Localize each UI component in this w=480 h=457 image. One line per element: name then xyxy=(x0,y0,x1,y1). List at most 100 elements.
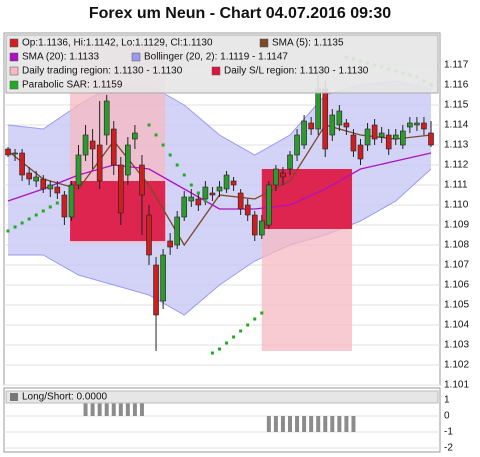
y-tick-label: 1.112 xyxy=(444,160,469,171)
y-tick-label: 1.103 xyxy=(444,340,469,351)
y-tick-label: 1.116 xyxy=(444,80,469,91)
candle-body xyxy=(139,164,145,196)
legend-label: Parabolic SAR: 1.1159 xyxy=(22,80,123,91)
candle-body xyxy=(251,214,258,236)
candle-body xyxy=(280,172,286,178)
candle-body xyxy=(174,216,180,246)
y-tick-label: 1.108 xyxy=(444,240,469,251)
sar-dot xyxy=(232,335,236,339)
candle-body xyxy=(103,100,110,136)
candle-body xyxy=(421,122,427,130)
y-tick-label: 1 xyxy=(444,395,450,406)
y-tick-label: 1.106 xyxy=(444,280,469,291)
legend-swatch xyxy=(9,52,19,62)
sar-dot xyxy=(27,217,31,221)
candle-body xyxy=(378,132,385,138)
candle-body xyxy=(26,172,32,180)
sar-dot xyxy=(182,173,186,177)
y-tick-label: 1.114 xyxy=(444,120,469,131)
y-tick-label: 0 xyxy=(444,411,450,422)
legend-swatch xyxy=(211,66,221,76)
y-tick-label: 1.110 xyxy=(444,200,469,211)
candle-body xyxy=(357,144,364,160)
candle-body xyxy=(160,254,166,302)
bar xyxy=(344,416,349,432)
candle-body xyxy=(202,186,209,200)
candle-body xyxy=(315,88,322,130)
bar xyxy=(266,416,271,432)
bar xyxy=(316,416,321,432)
legend-swatch xyxy=(9,38,19,48)
sar-dot xyxy=(154,133,158,137)
sar-dot xyxy=(260,311,264,315)
bar xyxy=(139,400,144,416)
sar-dot xyxy=(218,347,221,351)
legend-label: Daily S/L region: 1.1130 - 1.1130 xyxy=(224,66,369,77)
candle-body xyxy=(258,220,265,236)
candle-body xyxy=(371,124,378,140)
candle-body xyxy=(385,134,392,150)
sar-dot xyxy=(161,143,165,147)
candle-body xyxy=(350,134,357,152)
candle-body xyxy=(414,122,420,126)
y-tick-label: 1.109 xyxy=(444,220,469,231)
candle-body xyxy=(5,148,11,156)
bar xyxy=(90,400,95,416)
y-tick-label: 1.115 xyxy=(444,100,469,111)
chart-title: Forex um Neun - Chart 04.07.2016 09:30 xyxy=(89,5,391,22)
y-tick-label: 1.117 xyxy=(444,60,469,71)
candle-body xyxy=(89,140,96,150)
candle-body xyxy=(33,176,40,182)
legend-swatch xyxy=(9,66,19,76)
sar-dot xyxy=(13,225,17,229)
candle-body xyxy=(428,132,434,146)
candle-body xyxy=(237,192,244,210)
legend-box xyxy=(5,390,439,404)
sar-dot xyxy=(225,341,229,345)
candle-body xyxy=(68,184,75,218)
bollinger-lower xyxy=(8,168,432,316)
legend-label: Long/Short: 0.0000 xyxy=(22,392,108,403)
sar-dot xyxy=(175,163,179,167)
candle-body xyxy=(75,154,82,186)
bar xyxy=(302,416,307,432)
y-tick-label: 1.107 xyxy=(444,260,469,271)
legend-label: Bollinger (20, 2): 1.1119 - 1.1147 xyxy=(144,52,288,63)
bar xyxy=(309,416,314,432)
sar-dot xyxy=(210,351,214,355)
sar-dot xyxy=(41,209,45,213)
bar xyxy=(125,400,130,416)
bar xyxy=(273,416,278,432)
candle-body xyxy=(322,88,329,150)
candle-body xyxy=(244,204,251,216)
bar xyxy=(97,400,102,416)
candle-body xyxy=(273,168,279,186)
candle-body xyxy=(96,144,103,182)
sar-dot xyxy=(6,229,10,233)
candle-body xyxy=(399,130,406,146)
sar-dot xyxy=(20,221,24,225)
candle-body xyxy=(336,110,343,126)
sar-dot xyxy=(196,191,200,195)
sar-dot xyxy=(246,323,250,327)
sar-dot xyxy=(168,153,172,157)
sar-dot xyxy=(253,317,257,321)
candle-body xyxy=(392,134,399,140)
candle-body xyxy=(125,144,131,176)
y-tick-label: 1.104 xyxy=(444,320,469,331)
bar xyxy=(132,400,137,416)
y-tick-label: 1.105 xyxy=(444,300,469,311)
sar-dot xyxy=(189,183,193,187)
candle-body xyxy=(301,120,307,146)
candle-body xyxy=(110,128,117,166)
candle-body xyxy=(329,114,336,136)
candle-body xyxy=(294,134,300,156)
bar xyxy=(83,400,88,416)
y-tick-label: -1 xyxy=(444,427,453,438)
candle-body xyxy=(230,180,237,186)
candle-body xyxy=(132,132,138,140)
sar-dot xyxy=(147,123,151,127)
candle-body xyxy=(47,184,54,190)
sar-dot xyxy=(34,213,38,217)
